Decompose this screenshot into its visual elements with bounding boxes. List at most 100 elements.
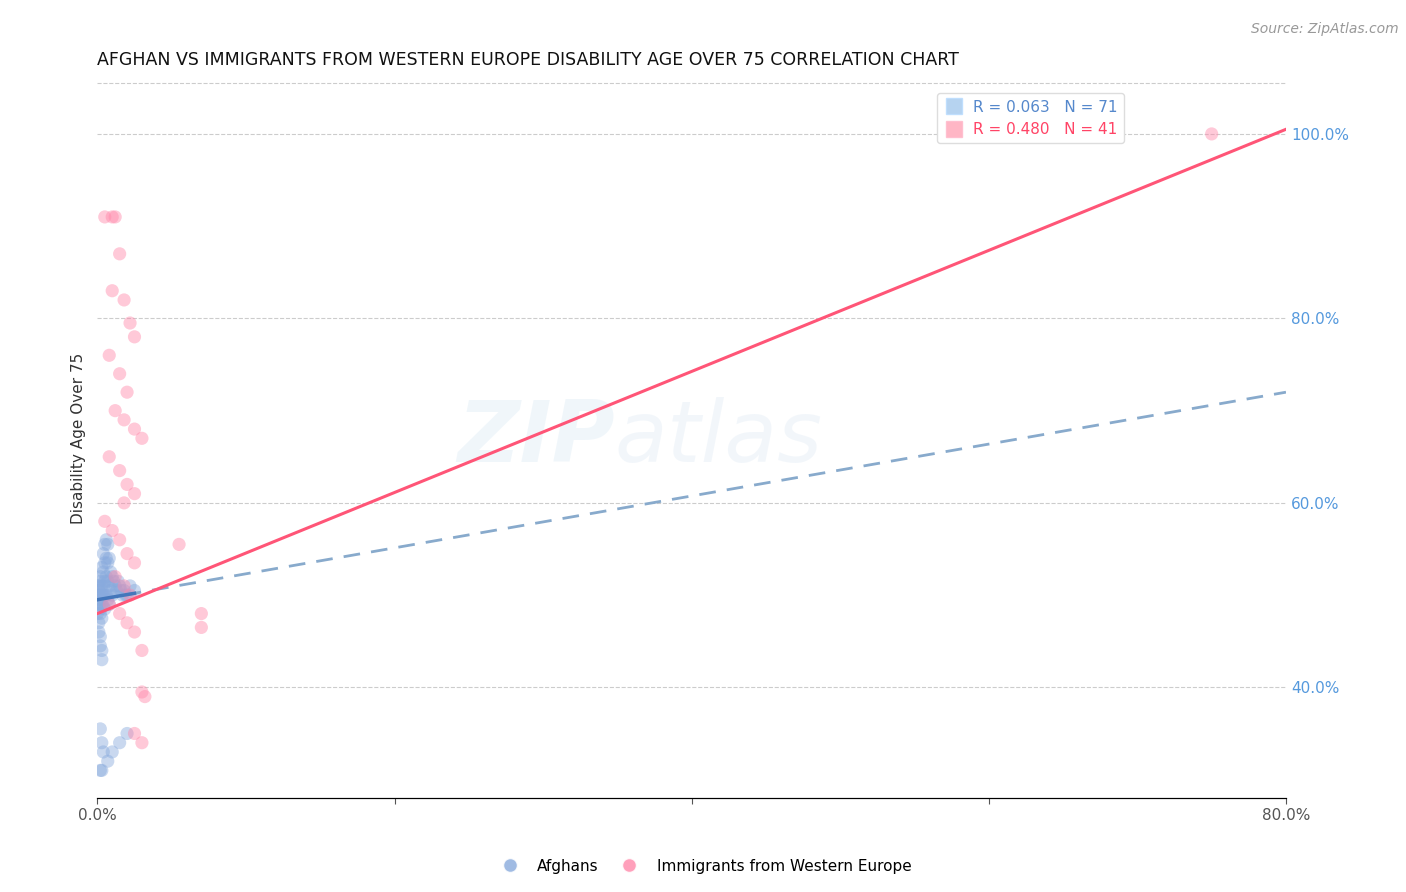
Point — [86, 598, 108, 612]
Point — [91, 579, 114, 593]
Point — [87, 583, 110, 598]
Point — [112, 413, 135, 427]
Point — [98, 598, 121, 612]
Text: Source: ZipAtlas.com: Source: ZipAtlas.com — [1251, 22, 1399, 37]
Point — [97, 537, 120, 551]
Point — [131, 685, 153, 699]
Point — [97, 754, 120, 768]
Point — [124, 625, 146, 640]
Legend: Afghans, Immigrants from Western Europe: Afghans, Immigrants from Western Europe — [488, 853, 918, 880]
Point — [124, 486, 146, 500]
Point — [101, 284, 124, 298]
Point — [131, 643, 153, 657]
Point — [91, 588, 114, 602]
Point — [108, 607, 131, 621]
Point — [91, 745, 114, 759]
Point — [98, 450, 121, 464]
Point — [110, 583, 132, 598]
Point — [115, 477, 138, 491]
Point — [104, 570, 127, 584]
Point — [87, 579, 110, 593]
Point — [115, 547, 138, 561]
Point — [91, 599, 114, 614]
Point — [98, 551, 121, 566]
Point — [94, 602, 117, 616]
Point — [90, 588, 112, 602]
Point — [86, 607, 108, 621]
Point — [115, 385, 138, 400]
Point — [90, 736, 112, 750]
Point — [103, 574, 125, 589]
Text: atlas: atlas — [614, 397, 823, 480]
Point — [89, 570, 111, 584]
Point — [108, 247, 131, 261]
Point — [124, 583, 146, 598]
Point — [94, 514, 117, 528]
Point — [96, 551, 118, 566]
Point — [101, 524, 124, 538]
Point — [97, 574, 120, 589]
Point — [96, 533, 118, 547]
Point — [89, 602, 111, 616]
Point — [118, 588, 141, 602]
Point — [89, 607, 111, 621]
Point — [90, 579, 112, 593]
Point — [167, 537, 190, 551]
Point — [101, 588, 124, 602]
Point — [97, 556, 120, 570]
Point — [89, 764, 111, 778]
Text: ZIP: ZIP — [457, 397, 614, 480]
Point — [101, 570, 124, 584]
Point — [124, 556, 146, 570]
Point — [101, 210, 124, 224]
Point — [91, 565, 114, 579]
Point — [112, 579, 135, 593]
Point — [104, 210, 127, 224]
Point — [112, 496, 135, 510]
Point — [89, 592, 111, 607]
Point — [115, 588, 138, 602]
Point — [108, 367, 131, 381]
Point — [87, 588, 110, 602]
Point — [90, 611, 112, 625]
Legend: R = 0.063   N = 71, R = 0.480   N = 41: R = 0.063 N = 71, R = 0.480 N = 41 — [936, 94, 1123, 144]
Y-axis label: Disability Age Over 75: Disability Age Over 75 — [72, 352, 86, 524]
Point — [124, 422, 146, 436]
Point — [89, 588, 111, 602]
Point — [97, 592, 120, 607]
Point — [1201, 127, 1223, 141]
Point — [118, 579, 141, 593]
Point — [108, 533, 131, 547]
Point — [114, 588, 136, 602]
Point — [94, 588, 117, 602]
Point — [124, 330, 146, 344]
Point — [96, 570, 118, 584]
Point — [94, 556, 117, 570]
Point — [91, 547, 114, 561]
Point — [90, 643, 112, 657]
Point — [94, 574, 117, 589]
Point — [108, 579, 131, 593]
Point — [108, 736, 131, 750]
Point — [90, 653, 112, 667]
Point — [104, 579, 127, 593]
Point — [96, 588, 118, 602]
Point — [111, 588, 134, 602]
Text: AFGHAN VS IMMIGRANTS FROM WESTERN EUROPE DISABILITY AGE OVER 75 CORRELATION CHAR: AFGHAN VS IMMIGRANTS FROM WESTERN EUROPE… — [97, 51, 959, 69]
Point — [131, 431, 153, 445]
Point — [118, 316, 141, 330]
Point — [100, 565, 122, 579]
Point — [112, 583, 135, 598]
Point — [108, 464, 131, 478]
Point — [104, 403, 127, 417]
Point — [105, 583, 128, 598]
Point — [115, 615, 138, 630]
Point — [115, 726, 138, 740]
Point — [89, 639, 111, 653]
Point — [87, 615, 110, 630]
Point — [89, 722, 111, 736]
Point — [190, 607, 212, 621]
Point — [87, 625, 110, 640]
Point — [94, 210, 117, 224]
Point — [101, 745, 124, 759]
